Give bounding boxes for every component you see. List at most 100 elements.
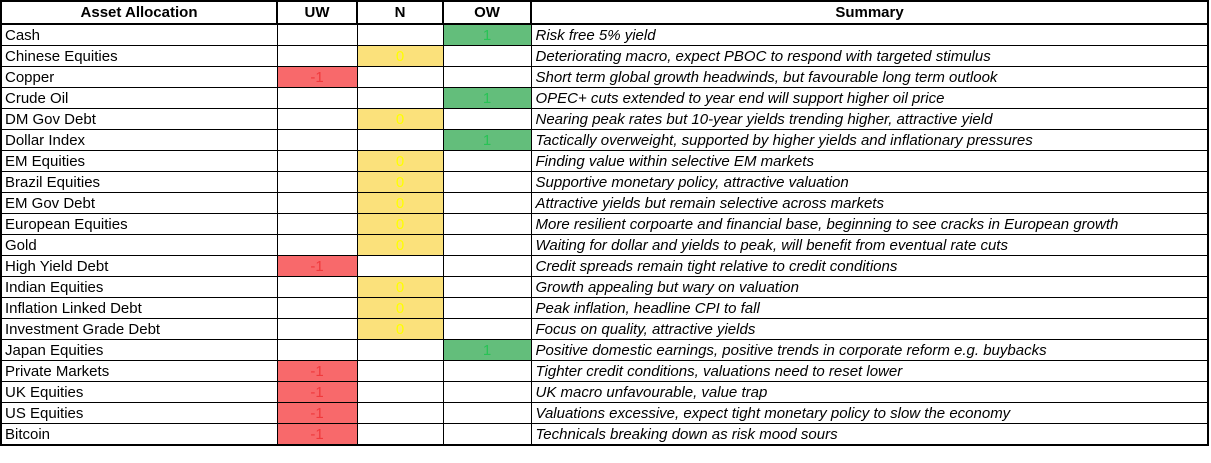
ow-rating-cell[interactable] — [442, 192, 532, 214]
summary-cell[interactable]: Technicals breaking down as risk mood so… — [530, 423, 1209, 446]
summary-cell[interactable]: Peak inflation, headline CPI to fall — [530, 297, 1209, 319]
ow-rating-cell[interactable]: 1 — [442, 23, 532, 46]
ow-rating-cell[interactable]: 1 — [442, 129, 532, 151]
asset-name-cell[interactable]: Private Markets — [0, 360, 278, 382]
uw-rating-cell[interactable] — [276, 23, 358, 46]
summary-cell[interactable]: Tighter credit conditions, valuations ne… — [530, 360, 1209, 382]
ow-rating-cell[interactable] — [442, 402, 532, 424]
ow-rating-cell[interactable] — [442, 150, 532, 172]
uw-rating-cell[interactable] — [276, 129, 358, 151]
ow-rating-cell[interactable] — [442, 171, 532, 193]
ow-rating-cell[interactable] — [442, 45, 532, 67]
summary-cell[interactable]: Risk free 5% yield — [530, 23, 1209, 46]
n-rating-cell[interactable] — [356, 66, 444, 88]
asset-name-cell[interactable]: Cash — [0, 23, 278, 46]
asset-name-cell[interactable]: Chinese Equities — [0, 45, 278, 67]
uw-rating-cell[interactable] — [276, 87, 358, 109]
ow-rating-cell[interactable] — [442, 255, 532, 277]
ow-rating-cell[interactable] — [442, 423, 532, 446]
n-rating-cell[interactable]: 0 — [356, 276, 444, 298]
summary-cell[interactable]: Attractive yields but remain selective a… — [530, 192, 1209, 214]
asset-name-cell[interactable]: Copper — [0, 66, 278, 88]
asset-name-cell[interactable]: Bitcoin — [0, 423, 278, 446]
ow-rating-cell[interactable]: 1 — [442, 87, 532, 109]
summary-cell[interactable]: Nearing peak rates but 10-year yields tr… — [530, 108, 1209, 130]
uw-rating-cell[interactable] — [276, 213, 358, 235]
column-header-asset-allocation[interactable]: Asset Allocation — [0, 0, 278, 25]
summary-cell[interactable]: Supportive monetary policy, attractive v… — [530, 171, 1209, 193]
summary-cell[interactable]: Waiting for dollar and yields to peak, w… — [530, 234, 1209, 256]
ow-rating-cell[interactable] — [442, 318, 532, 340]
n-rating-cell[interactable] — [356, 381, 444, 403]
asset-name-cell[interactable]: DM Gov Debt — [0, 108, 278, 130]
uw-rating-cell[interactable] — [276, 318, 358, 340]
summary-cell[interactable]: Tactically overweight, supported by high… — [530, 129, 1209, 151]
uw-rating-cell[interactable]: -1 — [276, 360, 358, 382]
column-header-uw[interactable]: UW — [276, 0, 358, 25]
asset-name-cell[interactable]: EM Equities — [0, 150, 278, 172]
uw-rating-cell[interactable] — [276, 192, 358, 214]
uw-rating-cell[interactable]: -1 — [276, 66, 358, 88]
ow-rating-cell[interactable] — [442, 381, 532, 403]
ow-rating-cell[interactable] — [442, 66, 532, 88]
asset-name-cell[interactable]: Inflation Linked Debt — [0, 297, 278, 319]
uw-rating-cell[interactable]: -1 — [276, 255, 358, 277]
summary-cell[interactable]: UK macro unfavourable, value trap — [530, 381, 1209, 403]
uw-rating-cell[interactable] — [276, 150, 358, 172]
summary-cell[interactable]: Growth appealing but wary on valuation — [530, 276, 1209, 298]
ow-rating-cell[interactable] — [442, 213, 532, 235]
ow-rating-cell[interactable] — [442, 234, 532, 256]
asset-name-cell[interactable]: Brazil Equities — [0, 171, 278, 193]
summary-cell[interactable]: Deteriorating macro, expect PBOC to resp… — [530, 45, 1209, 67]
uw-rating-cell[interactable]: -1 — [276, 381, 358, 403]
summary-cell[interactable]: Positive domestic earnings, positive tre… — [530, 339, 1209, 361]
summary-cell[interactable]: Finding value within selective EM market… — [530, 150, 1209, 172]
n-rating-cell[interactable]: 0 — [356, 297, 444, 319]
n-rating-cell[interactable] — [356, 129, 444, 151]
n-rating-cell[interactable]: 0 — [356, 171, 444, 193]
n-rating-cell[interactable]: 0 — [356, 213, 444, 235]
uw-rating-cell[interactable] — [276, 45, 358, 67]
uw-rating-cell[interactable] — [276, 339, 358, 361]
summary-cell[interactable]: Credit spreads remain tight relative to … — [530, 255, 1209, 277]
n-rating-cell[interactable] — [356, 360, 444, 382]
asset-name-cell[interactable]: Japan Equities — [0, 339, 278, 361]
uw-rating-cell[interactable]: -1 — [276, 423, 358, 446]
asset-name-cell[interactable]: UK Equities — [0, 381, 278, 403]
ow-rating-cell[interactable]: 1 — [442, 339, 532, 361]
n-rating-cell[interactable]: 0 — [356, 108, 444, 130]
n-rating-cell[interactable]: 0 — [356, 192, 444, 214]
asset-name-cell[interactable]: European Equities — [0, 213, 278, 235]
n-rating-cell[interactable]: 0 — [356, 234, 444, 256]
asset-name-cell[interactable]: Gold — [0, 234, 278, 256]
uw-rating-cell[interactable] — [276, 297, 358, 319]
n-rating-cell[interactable] — [356, 255, 444, 277]
uw-rating-cell[interactable] — [276, 108, 358, 130]
column-header-n[interactable]: N — [356, 0, 444, 25]
summary-cell[interactable]: Focus on quality, attractive yields — [530, 318, 1209, 340]
asset-name-cell[interactable]: Dollar Index — [0, 129, 278, 151]
summary-cell[interactable]: More resilient corpoarte and financial b… — [530, 213, 1209, 235]
column-header-summary[interactable]: Summary — [530, 0, 1209, 25]
n-rating-cell[interactable] — [356, 402, 444, 424]
summary-cell[interactable]: Short term global growth headwinds, but … — [530, 66, 1209, 88]
ow-rating-cell[interactable] — [442, 360, 532, 382]
n-rating-cell[interactable] — [356, 87, 444, 109]
ow-rating-cell[interactable] — [442, 297, 532, 319]
ow-rating-cell[interactable] — [442, 276, 532, 298]
asset-name-cell[interactable]: Indian Equities — [0, 276, 278, 298]
asset-name-cell[interactable]: High Yield Debt — [0, 255, 278, 277]
n-rating-cell[interactable]: 0 — [356, 318, 444, 340]
uw-rating-cell[interactable]: -1 — [276, 402, 358, 424]
ow-rating-cell[interactable] — [442, 108, 532, 130]
uw-rating-cell[interactable] — [276, 171, 358, 193]
n-rating-cell[interactable]: 0 — [356, 45, 444, 67]
asset-name-cell[interactable]: US Equities — [0, 402, 278, 424]
summary-cell[interactable]: OPEC+ cuts extended to year end will sup… — [530, 87, 1209, 109]
uw-rating-cell[interactable] — [276, 276, 358, 298]
asset-name-cell[interactable]: EM Gov Debt — [0, 192, 278, 214]
summary-cell[interactable]: Valuations excessive, expect tight monet… — [530, 402, 1209, 424]
uw-rating-cell[interactable] — [276, 234, 358, 256]
n-rating-cell[interactable] — [356, 339, 444, 361]
n-rating-cell[interactable]: 0 — [356, 150, 444, 172]
